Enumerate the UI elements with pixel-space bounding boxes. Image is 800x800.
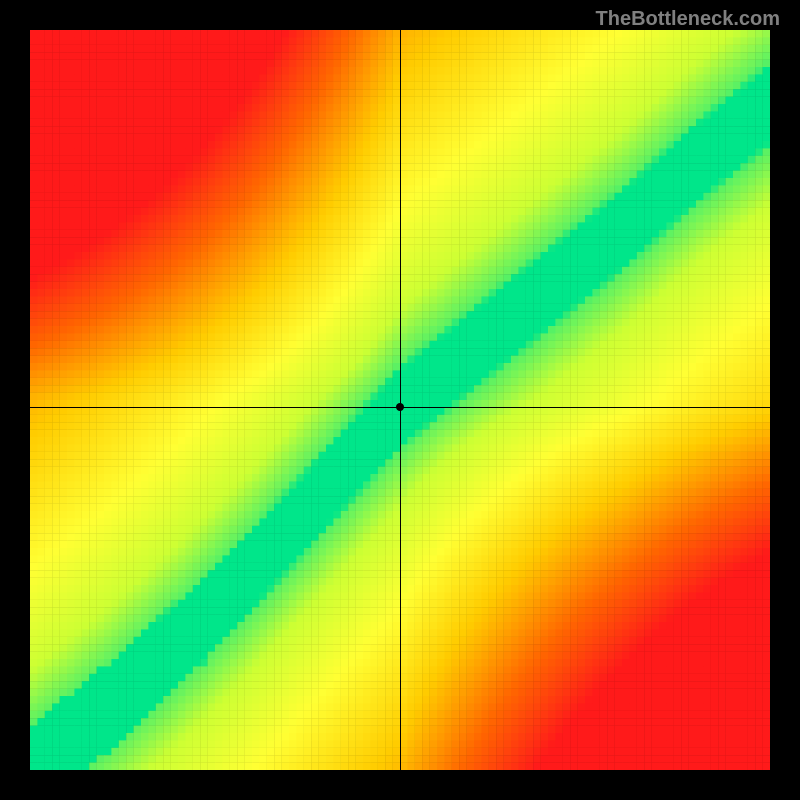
watermark-text: TheBottleneck.com xyxy=(596,8,780,31)
heatmap-plot xyxy=(30,30,770,770)
crosshair-vertical xyxy=(400,30,401,770)
crosshair-dot xyxy=(396,403,404,411)
